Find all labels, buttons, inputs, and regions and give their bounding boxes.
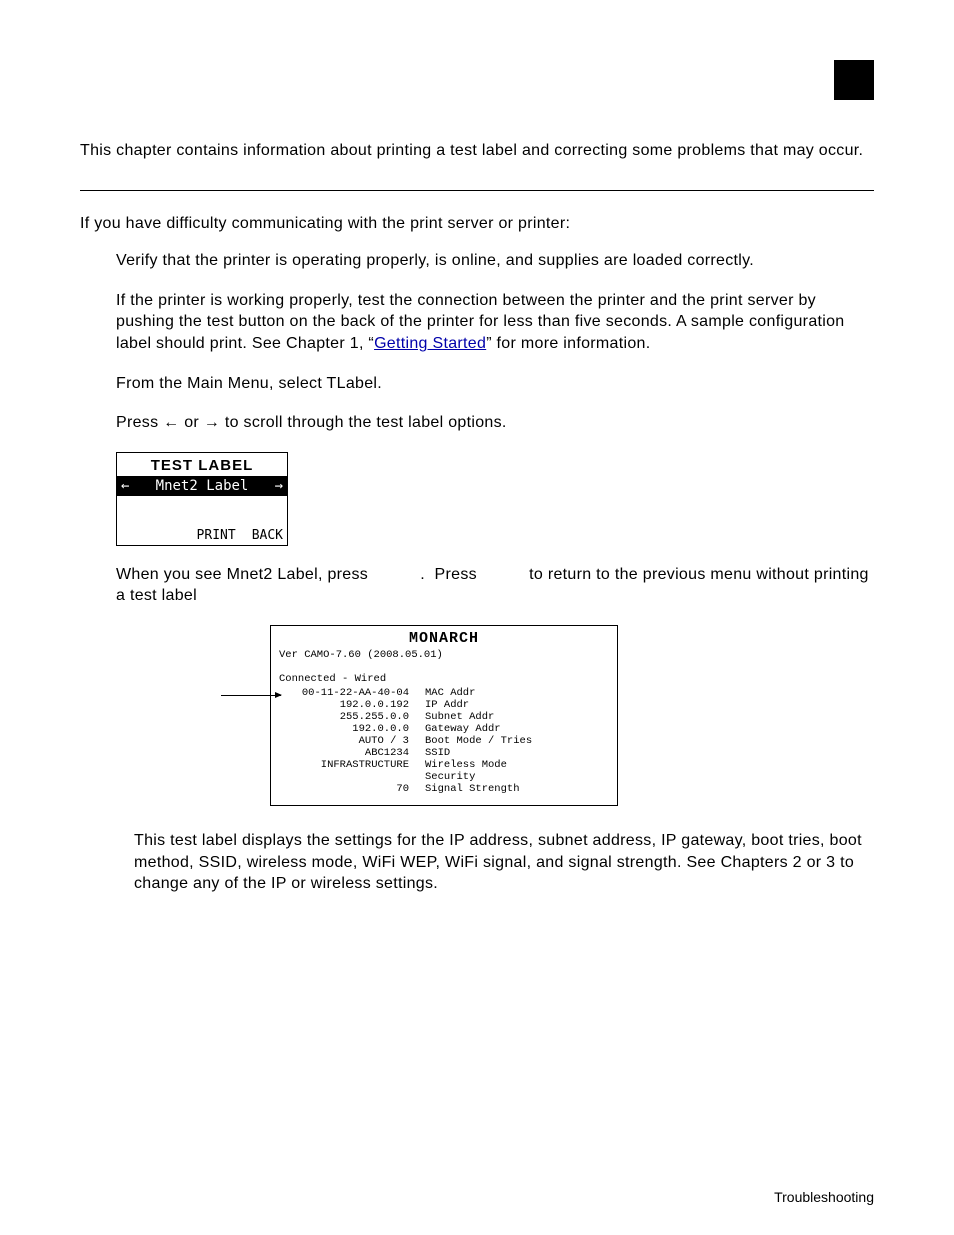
step-2: If the printer is working properly, test…: [116, 290, 874, 355]
table-row: 255.255.0.0 Subnet Addr: [279, 711, 532, 723]
lcd-back-label: BACK: [252, 528, 283, 543]
step-4: Press ← or → to scroll through the test …: [116, 412, 874, 434]
lead-paragraph: If you have difficulty communicating wit…: [80, 213, 874, 235]
right-arrow-icon: →: [204, 414, 220, 431]
label-version: Ver CAMO-7.60 (2008.05.01): [279, 649, 609, 661]
ip-pointer-arrow-icon: [221, 695, 281, 696]
steps-container-3: This test label displays the settings fo…: [80, 830, 874, 895]
table-row: ABC1234 SSID: [279, 747, 532, 759]
page-container: This chapter contains information about …: [0, 0, 954, 1235]
label-key: Signal Strength: [425, 783, 532, 795]
step-4-mid: or: [179, 414, 203, 431]
step-5: When you see Mnet2 Label, press . Press …: [116, 564, 874, 607]
left-arrow-icon: ←: [163, 414, 179, 431]
step-2-text-b: ” for more information.: [486, 335, 650, 352]
lcd-left-arrow-icon: ←: [121, 478, 129, 494]
steps-container: Verify that the printer is operating pro…: [80, 250, 874, 434]
label-key: MAC Addr: [425, 687, 532, 699]
step-6: This test label displays the settings fo…: [134, 830, 874, 895]
table-row: 192.0.0.192 IP Addr: [279, 699, 532, 711]
lcd-selected-row: ← Mnet2 Label →: [117, 476, 287, 496]
label-value: 192.0.0.192: [279, 699, 425, 711]
label-value: 192.0.0.0: [279, 723, 425, 735]
lcd-title: TEST LABEL: [117, 453, 287, 476]
label-value: 70: [279, 783, 425, 795]
table-row: Security: [279, 771, 532, 783]
label-connection: Connected - Wired: [279, 673, 609, 685]
page-footer: Troubleshooting: [774, 1189, 874, 1205]
chapter-marker-box: [834, 60, 874, 100]
lcd-selected-label: Mnet2 Label: [156, 478, 249, 494]
lcd-display: TEST LABEL ← Mnet2 Label → PRINT BACK: [116, 452, 288, 546]
table-row: 192.0.0.0 Gateway Addr: [279, 723, 532, 735]
label-key: Security: [425, 771, 532, 783]
label-brand: MONARCH: [279, 630, 609, 647]
intro-paragraph: This chapter contains information about …: [80, 140, 874, 162]
label-value: 00-11-22-AA-40-04: [279, 687, 425, 699]
table-row: 00-11-22-AA-40-04 MAC Addr: [279, 687, 532, 699]
steps-container-2: When you see Mnet2 Label, press . Press …: [80, 564, 874, 607]
label-key: SSID: [425, 747, 532, 759]
table-row: 70 Signal Strength: [279, 783, 532, 795]
getting-started-link[interactable]: Getting Started: [374, 335, 486, 352]
label-value: [279, 771, 425, 783]
label-key: IP Addr: [425, 699, 532, 711]
test-label-diagram: MONARCH Ver CAMO-7.60 (2008.05.01) Conne…: [270, 625, 618, 806]
step-1: Verify that the printer is operating pro…: [116, 250, 874, 272]
label-value: 255.255.0.0: [279, 711, 425, 723]
label-value: INFRASTRUCTURE: [279, 759, 425, 771]
lcd-spacer: [117, 496, 287, 526]
table-row: AUTO / 3 Boot Mode / Tries: [279, 735, 532, 747]
step-3: From the Main Menu, select TLabel.: [116, 373, 874, 395]
label-key: Subnet Addr: [425, 711, 532, 723]
step-4-text-a: Press: [116, 414, 163, 431]
table-row: INFRASTRUCTURE Wireless Mode: [279, 759, 532, 771]
label-value: AUTO / 3: [279, 735, 425, 747]
lcd-footer: PRINT BACK: [117, 526, 287, 545]
label-key: Boot Mode / Tries: [425, 735, 532, 747]
label-key: Wireless Mode: [425, 759, 532, 771]
label-value: ABC1234: [279, 747, 425, 759]
step-4-text-b: to scroll through the test label options…: [220, 414, 507, 431]
lcd-right-arrow-icon: →: [275, 478, 283, 494]
section-divider: [80, 190, 874, 191]
label-key: Gateway Addr: [425, 723, 532, 735]
label-table: 00-11-22-AA-40-04 MAC Addr 192.0.0.192 I…: [279, 687, 532, 795]
lcd-print-label: PRINT: [197, 528, 236, 543]
